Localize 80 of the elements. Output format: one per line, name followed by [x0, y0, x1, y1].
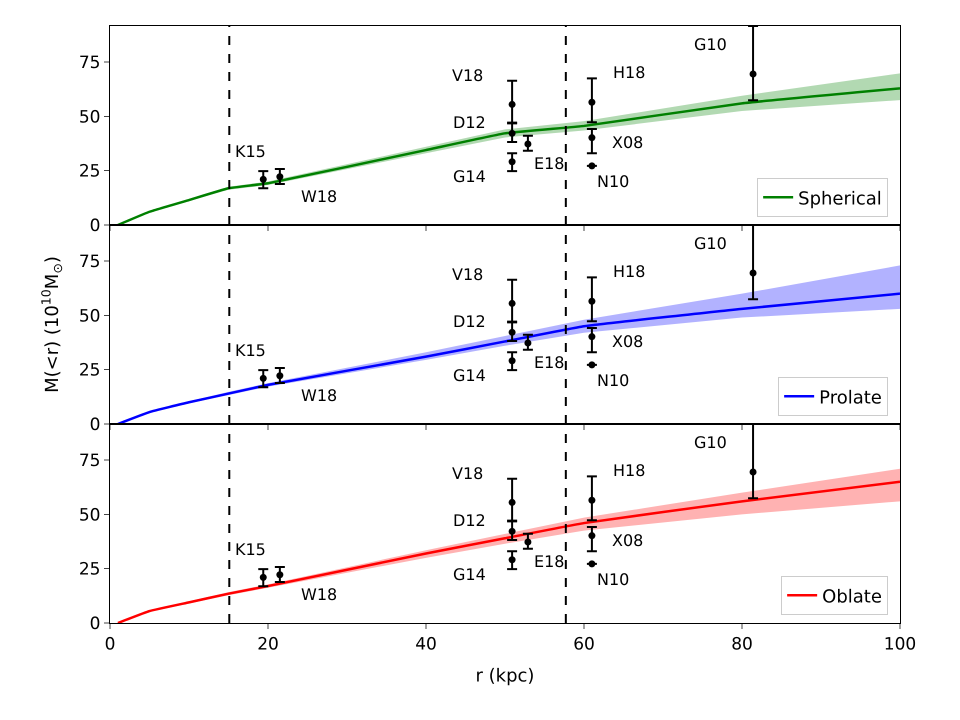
annotation: X08 [612, 133, 644, 152]
y-tick-label: 0 [90, 216, 100, 236]
y-tick-label: 50 [78, 306, 100, 326]
point [588, 361, 596, 368]
annotation: H18 [613, 63, 646, 82]
annotation: N10 [597, 371, 630, 390]
annotation: H18 [613, 461, 646, 480]
x-tick-label: 20 [257, 634, 279, 654]
x-axis-title: r (kpc) [476, 666, 534, 687]
y-tick-label: 25 [78, 560, 100, 580]
y-tick-label: 0 [90, 614, 100, 634]
y-tick-label: 75 [78, 252, 100, 272]
annotation: V18 [452, 464, 484, 483]
annotation: K15 [235, 540, 266, 559]
point [588, 162, 596, 170]
annotation: H18 [613, 262, 646, 281]
point [508, 130, 516, 137]
annotation: K15 [235, 142, 266, 161]
point [508, 158, 516, 166]
annotation: E18 [534, 552, 564, 571]
point [588, 532, 596, 540]
point [588, 134, 596, 142]
point [750, 270, 757, 277]
annotation: N10 [597, 172, 630, 191]
annotation: G14 [453, 565, 486, 584]
legend-label: Spherical [798, 188, 882, 210]
annotation: G14 [453, 167, 486, 186]
annotation: D12 [453, 511, 486, 530]
annotation: G14 [453, 366, 486, 385]
y-tick-label: 0 [90, 414, 100, 435]
annotation: W18 [301, 187, 338, 206]
annotation: D12 [453, 312, 486, 331]
point [508, 528, 516, 535]
annotation: D12 [453, 113, 486, 132]
y-tick-label: 25 [78, 360, 100, 381]
y-tick-label: 25 [78, 162, 100, 182]
x-tick-label: 0 [104, 634, 116, 654]
point [524, 140, 532, 148]
annotation: E18 [534, 154, 564, 173]
annotation: N10 [597, 570, 630, 589]
point [508, 300, 516, 307]
y-tick-label: 50 [78, 505, 100, 526]
x-tick-label: 80 [731, 634, 753, 654]
point [750, 70, 757, 78]
annotation: W18 [301, 386, 338, 405]
legend-label: Prolate [819, 387, 882, 408]
annotation: V18 [452, 265, 484, 284]
annotation: G10 [694, 433, 727, 452]
annotation: E18 [534, 353, 564, 372]
point [260, 574, 267, 581]
point [588, 496, 596, 504]
annotation: K15 [235, 341, 266, 360]
y-tick-label: 75 [78, 53, 100, 74]
annotation: V18 [452, 66, 484, 85]
annotation: X08 [612, 332, 644, 351]
y-tick-label: 75 [78, 451, 100, 472]
point [508, 498, 516, 506]
annotation: G10 [694, 35, 727, 54]
point [588, 333, 596, 340]
x-tick-label: 60 [573, 634, 595, 654]
annotation: X08 [612, 531, 644, 550]
point [508, 100, 516, 108]
line-series [116, 292, 900, 424]
y-tick-label: 50 [78, 107, 100, 128]
point [508, 357, 516, 364]
point [588, 298, 596, 305]
legend-label: Oblate [822, 586, 882, 608]
annotation: G10 [694, 234, 727, 253]
point [524, 339, 532, 346]
point [260, 176, 267, 183]
annotation: W18 [301, 585, 338, 604]
point [508, 556, 516, 564]
point [588, 98, 596, 106]
point [260, 374, 267, 382]
x-tick-label: 40 [415, 634, 437, 654]
point [508, 328, 516, 336]
point [588, 560, 596, 568]
point [750, 468, 757, 476]
point [524, 538, 532, 546]
x-tick-label: 100 [884, 634, 916, 654]
